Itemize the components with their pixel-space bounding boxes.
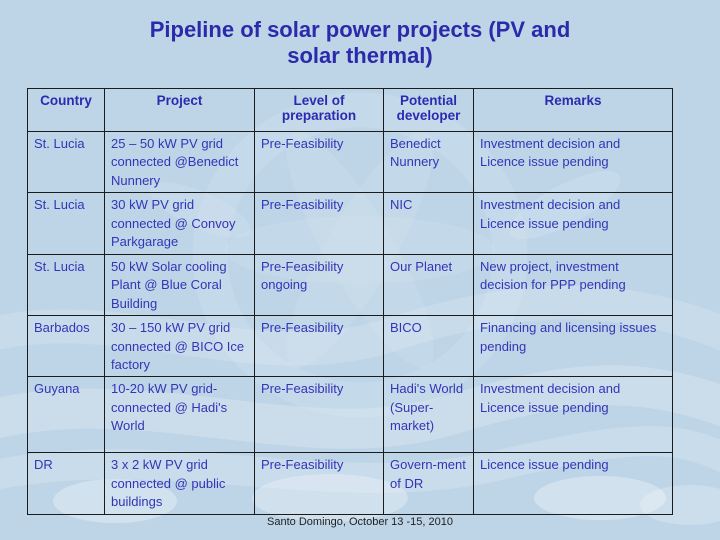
cell-remarks: Investment decision and Licence issue pe…	[473, 192, 673, 255]
cell-remarks: Investment decision and Licence issue pe…	[473, 130, 673, 194]
cell-remarks: New project, investment decision for PPP…	[473, 253, 673, 317]
slide-title: Pipeline of solar power projects (PV and…	[0, 17, 720, 70]
cell-level: Pre-Feasibility	[254, 315, 384, 378]
column-header-remarks: Remarks	[473, 88, 673, 132]
cell-project: 3 x 2 kW PV grid connected @ public buil…	[104, 452, 255, 515]
cell-country: St. Lucia	[27, 192, 105, 255]
slide-title-line1: Pipeline of solar power projects (PV and	[149, 17, 571, 42]
cell-country: DR	[27, 452, 105, 515]
cell-developer: NIC	[383, 192, 474, 255]
cell-developer: Hadi's World (Super-market)	[383, 376, 474, 454]
column-header-level-of-preparation: Level of preparation	[254, 88, 384, 132]
slide-title-line2: solar thermal)	[287, 43, 433, 69]
table-row: Guyana 10-20 kW PV grid-connected @ Hadi…	[27, 376, 673, 454]
table-row: St. Lucia 50 kW Solar cooling Plant @ Bl…	[27, 253, 673, 317]
cell-country: St. Lucia	[27, 130, 105, 194]
projects-table: Country Project Level of preparation Pot…	[27, 88, 673, 515]
header-row: Country Project Level of preparation Pot…	[27, 88, 673, 132]
cell-remarks: Financing and licensing issues pending	[473, 315, 673, 378]
table-row: St. Lucia 25 – 50 kW PV grid connected @…	[27, 130, 673, 194]
cell-developer: BICO	[383, 315, 474, 378]
cell-country: Barbados	[27, 315, 105, 378]
cell-project: 50 kW Solar cooling Plant @ Blue Coral B…	[104, 253, 255, 317]
table-row: St. Lucia 30 kW PV grid connected @ Conv…	[27, 192, 673, 255]
cell-level: Pre-Feasibility	[254, 130, 384, 194]
column-header-potential-developer: Potential developer	[383, 88, 474, 132]
table-row: DR 3 x 2 kW PV grid connected @ public b…	[27, 452, 673, 515]
cell-level: Pre-Feasibility ongoing	[254, 253, 384, 317]
cell-developer: Govern-ment of DR	[383, 452, 474, 515]
cell-project: 30 – 150 kW PV grid connected @ BICO Ice…	[104, 315, 255, 378]
cell-developer: Our Planet	[383, 253, 474, 317]
cell-level: Pre-Feasibility	[254, 452, 384, 515]
column-header-country: Country	[27, 88, 105, 132]
table-row: Barbados 30 – 150 kW PV grid connected @…	[27, 315, 673, 378]
cell-country: Guyana	[27, 376, 105, 454]
cell-remarks: Licence issue pending	[473, 452, 673, 515]
cell-country: St. Lucia	[27, 253, 105, 317]
cell-remarks: Investment decision and Licence issue pe…	[473, 376, 673, 454]
footer-date: Santo Domingo, October 13 -15, 2010	[267, 516, 453, 528]
column-header-project: Project	[104, 88, 255, 132]
cell-level: Pre-Feasibility	[254, 192, 384, 255]
cell-level: Pre-Feasibility	[254, 376, 384, 454]
cell-project: 10-20 kW PV grid-connected @ Hadi's Worl…	[104, 376, 255, 454]
cell-project: 30 kW PV grid connected @ Convoy Parkgar…	[104, 192, 255, 255]
cell-developer: Benedict Nunnery	[383, 130, 474, 194]
cell-project: 25 – 50 kW PV grid connected @Benedict N…	[104, 130, 255, 194]
